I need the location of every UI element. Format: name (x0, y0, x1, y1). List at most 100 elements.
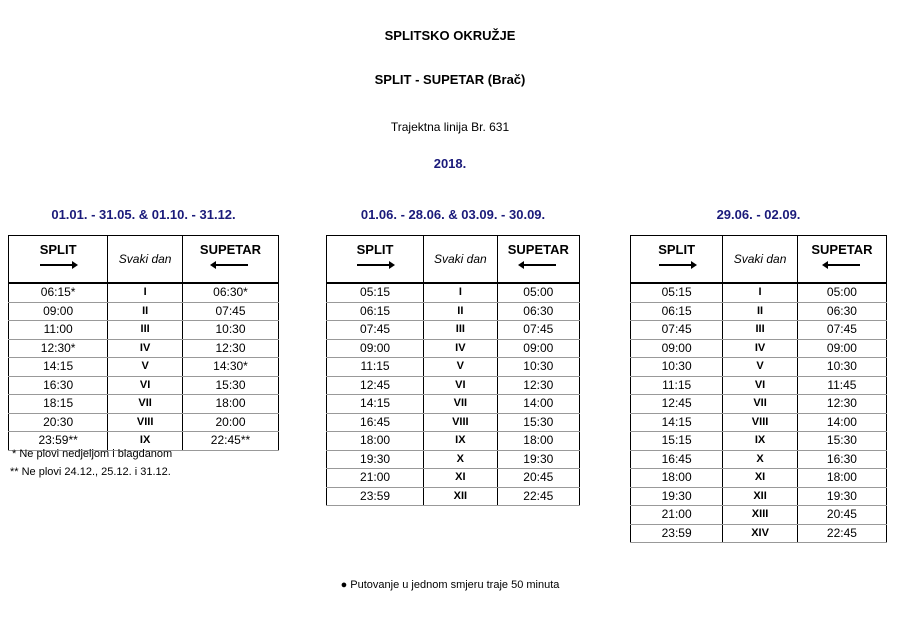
arrow-right-icon (40, 261, 79, 269)
trip-number: IX (722, 431, 798, 451)
departure-supetar: 12:30 (496, 375, 581, 395)
header-label: SUPETAR (507, 242, 569, 257)
period-title: 29.06. - 02.09. (716, 207, 801, 222)
table-row: 09:00 IV 09:00 (629, 338, 888, 358)
header-label: SPLIT (39, 242, 77, 257)
departure-supetar: 05:00 (796, 282, 888, 303)
table-row: 21:00 XI 20:45 (325, 468, 581, 488)
table-row: 09:00 IV 09:00 (325, 338, 581, 358)
departure-split: 09:00 (325, 338, 425, 358)
trip-number: VI (722, 375, 798, 395)
table-row: 23:59** IX 22:45** (7, 431, 280, 451)
trip-number: X (722, 449, 798, 469)
departure-split: 06:15 (629, 301, 724, 321)
trip-number: I (423, 282, 498, 303)
table-row: 18:15 VII 18:00 (7, 394, 280, 414)
header-supetar: SUPETAR (496, 235, 581, 284)
departure-split: 23:59 (325, 486, 425, 506)
table-row: 07:45 III 07:45 (325, 320, 581, 340)
departure-supetar: 09:00 (496, 338, 581, 358)
header-label: SUPETAR (199, 242, 262, 257)
trip-number: VI (423, 375, 498, 395)
departure-split: 21:00 (629, 505, 724, 525)
departure-split: 12:30* (7, 338, 109, 358)
table-row: 07:45 III 07:45 (629, 320, 888, 340)
departure-split: 05:15 (629, 282, 724, 303)
arrow-left-icon (821, 261, 860, 269)
departure-split: 12:45 (325, 375, 425, 395)
departure-supetar: 22:45 (796, 523, 888, 543)
arrow-left-icon (210, 261, 249, 269)
table-row: 15:15 IX 15:30 (629, 431, 888, 451)
departure-supetar: 12:30 (181, 338, 280, 358)
departure-supetar: 22:45** (181, 431, 280, 451)
departure-supetar: 18:00 (496, 431, 581, 451)
trip-number: II (722, 301, 798, 321)
departure-split: 15:15 (629, 431, 724, 451)
table-row: 06:15 II 06:30 (629, 301, 888, 321)
trip-number: XI (423, 468, 498, 488)
departure-supetar: 11:45 (796, 375, 888, 395)
departure-split: 11:00 (7, 320, 109, 340)
header-split: SPLIT (325, 235, 425, 284)
note-double-asterisk: ** Ne plovi 24.12., 25.12. i 31.12. (10, 466, 171, 478)
timetable: SPLIT Svaki dan SUPETAR 05:15 I 05:00 06:15 II 0… (629, 235, 888, 543)
departure-supetar: 07:45 (496, 320, 581, 340)
departure-split: 20:30 (7, 412, 109, 432)
departure-supetar: 09:00 (796, 338, 888, 358)
departure-split: 12:45 (629, 394, 724, 414)
header-row: SPLIT Svaki dan SUPETAR (325, 235, 581, 284)
departure-supetar: 15:30 (796, 431, 888, 451)
arrow-left-icon (518, 261, 557, 269)
departure-split: 18:00 (325, 431, 425, 451)
departure-supetar: 14:00 (796, 412, 888, 432)
header-label: SUPETAR (811, 242, 873, 257)
table-row: 19:30 XII 19:30 (629, 486, 888, 506)
departure-supetar: 06:30 (496, 301, 581, 321)
table-row: 23:59 XII 22:45 (325, 486, 581, 506)
table-row: 18:00 XI 18:00 (629, 468, 888, 488)
table-row: 18:00 IX 18:00 (325, 431, 581, 451)
table-row: 12:30* IV 12:30 (7, 338, 280, 358)
period-title: 01.06. - 28.06. & 03.09. - 30.09. (360, 207, 546, 222)
route-title: SPLIT - SUPETAR (Brač) (374, 72, 526, 87)
timetable: SPLIT Svaki dan SUPETAR 06:15* I 06:30* 09:00 I… (7, 235, 280, 451)
trip-number: XI (722, 468, 798, 488)
arrow-right-icon (357, 261, 396, 269)
table-row: 11:00 III 10:30 (7, 320, 280, 340)
table-row: 05:15 I 05:00 (325, 282, 581, 303)
trip-number: I (107, 282, 183, 303)
trip-number: VII (107, 394, 183, 414)
trip-number: IV (423, 338, 498, 358)
departure-split: 14:15 (325, 394, 425, 414)
departure-supetar: 07:45 (181, 301, 280, 321)
timetable: SPLIT Svaki dan SUPETAR 05:15 I 05:00 06:15 II 0… (325, 235, 581, 506)
trip-number: V (423, 357, 498, 377)
header-supetar: SUPETAR (181, 235, 280, 284)
region-title: SPLITSKO OKRUŽJE (384, 28, 516, 43)
trip-number: II (423, 301, 498, 321)
trip-number: VI (107, 375, 183, 395)
trip-number: XIII (722, 505, 798, 525)
table-row: 10:30 V 10:30 (629, 357, 888, 377)
trip-number: I (722, 282, 798, 303)
departure-supetar: 10:30 (181, 320, 280, 340)
departure-split: 16:45 (629, 449, 724, 469)
trip-number: VII (722, 394, 798, 414)
trip-number: X (423, 449, 498, 469)
footer-note: ● Putovanje u jednom smjeru traje 50 min… (340, 579, 560, 591)
departure-supetar: 12:30 (796, 394, 888, 414)
departure-supetar: 10:30 (796, 357, 888, 377)
table-row: 12:45 VI 12:30 (325, 375, 581, 395)
departure-supetar: 20:00 (181, 412, 280, 432)
trip-number: XII (423, 486, 498, 506)
trip-number: V (722, 357, 798, 377)
departure-supetar: 07:45 (796, 320, 888, 340)
departure-supetar: 18:00 (796, 468, 888, 488)
note-single-asterisk: * Ne plovi nedjeljom i blagdanom (12, 448, 173, 460)
departure-split: 18:15 (7, 394, 109, 414)
period-title: 01.01. - 31.05. & 01.10. - 31.12. (51, 207, 236, 222)
trip-number: III (107, 320, 183, 340)
header-row: SPLIT Svaki dan SUPETAR (629, 235, 888, 284)
trip-number: III (722, 320, 798, 340)
